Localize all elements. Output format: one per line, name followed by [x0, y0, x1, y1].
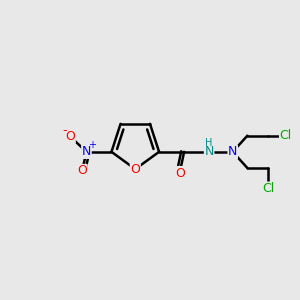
Text: +: +	[88, 140, 96, 150]
Text: -: -	[62, 124, 67, 136]
Text: Cl: Cl	[280, 129, 292, 142]
Text: O: O	[77, 164, 87, 178]
Text: O: O	[65, 130, 75, 143]
Text: O: O	[130, 163, 140, 176]
Text: Cl: Cl	[262, 182, 274, 195]
Text: O: O	[175, 167, 184, 179]
Text: N: N	[228, 145, 237, 158]
Text: H: H	[206, 138, 213, 148]
Text: N: N	[204, 145, 214, 158]
Text: N: N	[82, 145, 91, 158]
